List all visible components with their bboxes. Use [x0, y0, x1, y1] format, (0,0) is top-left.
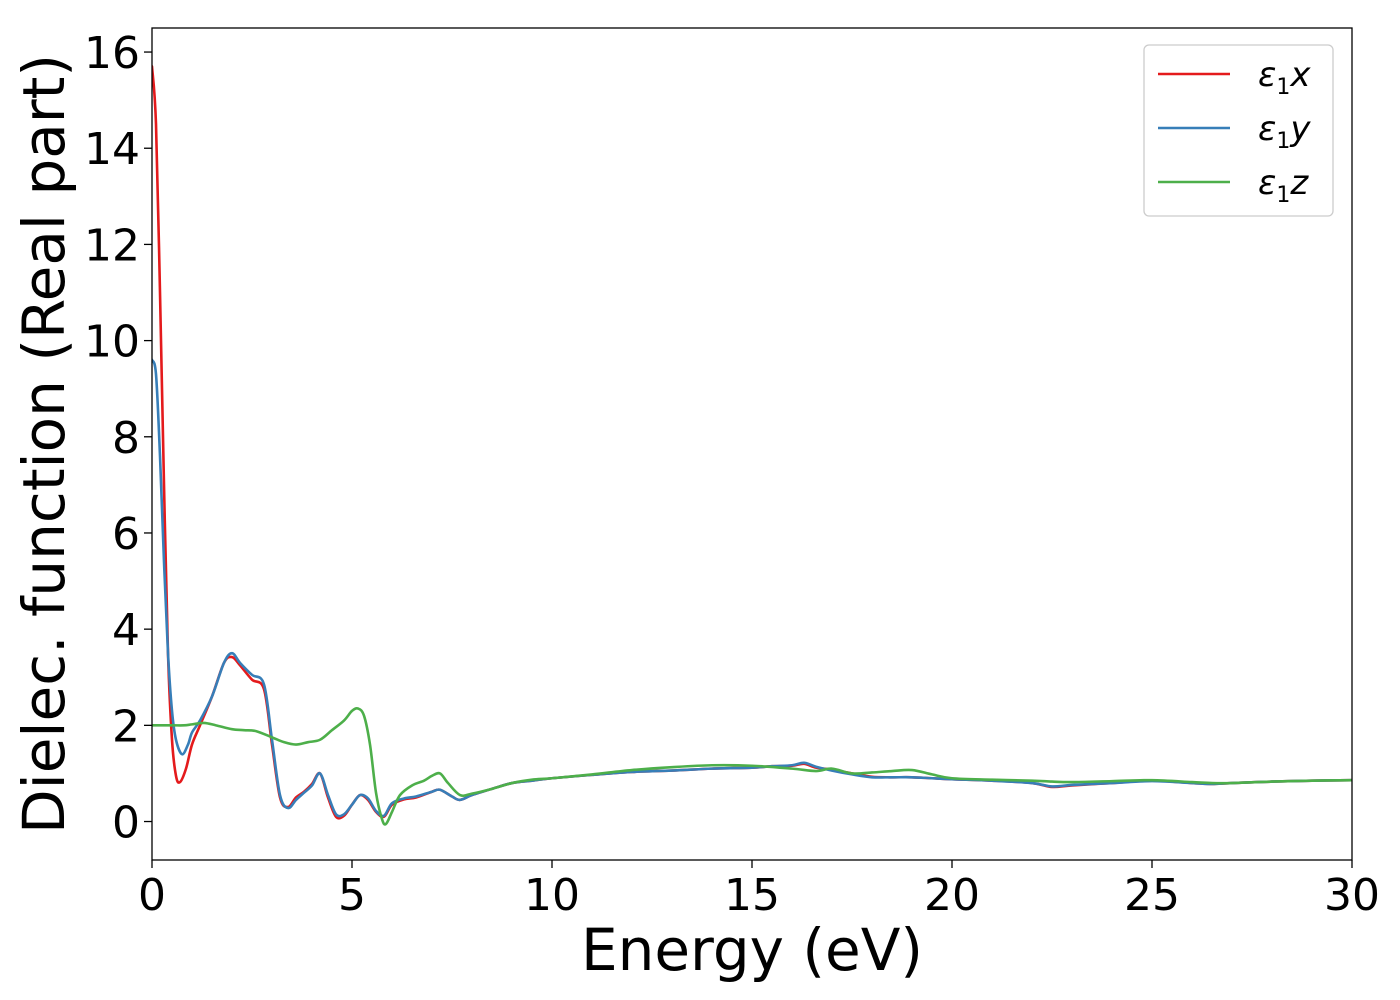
y-tick-label: 4 [112, 605, 140, 656]
y-tick-label: 14 [84, 124, 140, 175]
y-axis-title: Dielec. function (Real part) [10, 54, 78, 834]
legend-symbol: ε [1258, 109, 1276, 149]
y-tick-label: 0 [112, 798, 140, 849]
x-tick-label: 15 [724, 870, 780, 921]
x-tick-label: 20 [924, 870, 980, 921]
y-tick-label: 2 [112, 701, 140, 752]
legend-variable: y [1289, 109, 1311, 149]
x-tick-label: 10 [524, 870, 580, 921]
x-tick-label: 5 [338, 870, 366, 921]
y-tick-label: 8 [112, 413, 140, 464]
x-tick-label: 0 [138, 870, 166, 921]
legend-symbol: ε [1258, 163, 1276, 203]
legend-symbol: ε [1258, 55, 1276, 95]
legend-subscript: 1 [1276, 183, 1290, 208]
x-axis: 0 5 10 15 20 25 30 [138, 860, 1380, 921]
y-tick-label: 6 [112, 509, 140, 560]
y-tick-label: 10 [84, 317, 140, 368]
x-tick-label: 30 [1324, 870, 1380, 921]
legend-subscript: 1 [1276, 75, 1290, 100]
y-tick-label: 12 [84, 220, 140, 271]
x-axis-title: Energy (eV) [581, 916, 923, 984]
legend-subscript: 1 [1276, 129, 1290, 154]
series-line-z [152, 706, 1352, 826]
legend-box [1143, 44, 1334, 217]
y-axis: 0 2 4 6 8 10 12 14 16 [84, 28, 152, 849]
x-tick-label: 25 [1124, 870, 1180, 921]
legend-label-x: ε1x [1258, 55, 1311, 100]
legend-variable: z [1289, 163, 1309, 203]
y-tick-label: 16 [84, 28, 140, 79]
legend-label-z: ε1z [1258, 163, 1309, 208]
series-layer [152, 65, 1352, 826]
legend-variable: x [1289, 55, 1311, 95]
legend-label-y: ε1y [1258, 109, 1311, 154]
